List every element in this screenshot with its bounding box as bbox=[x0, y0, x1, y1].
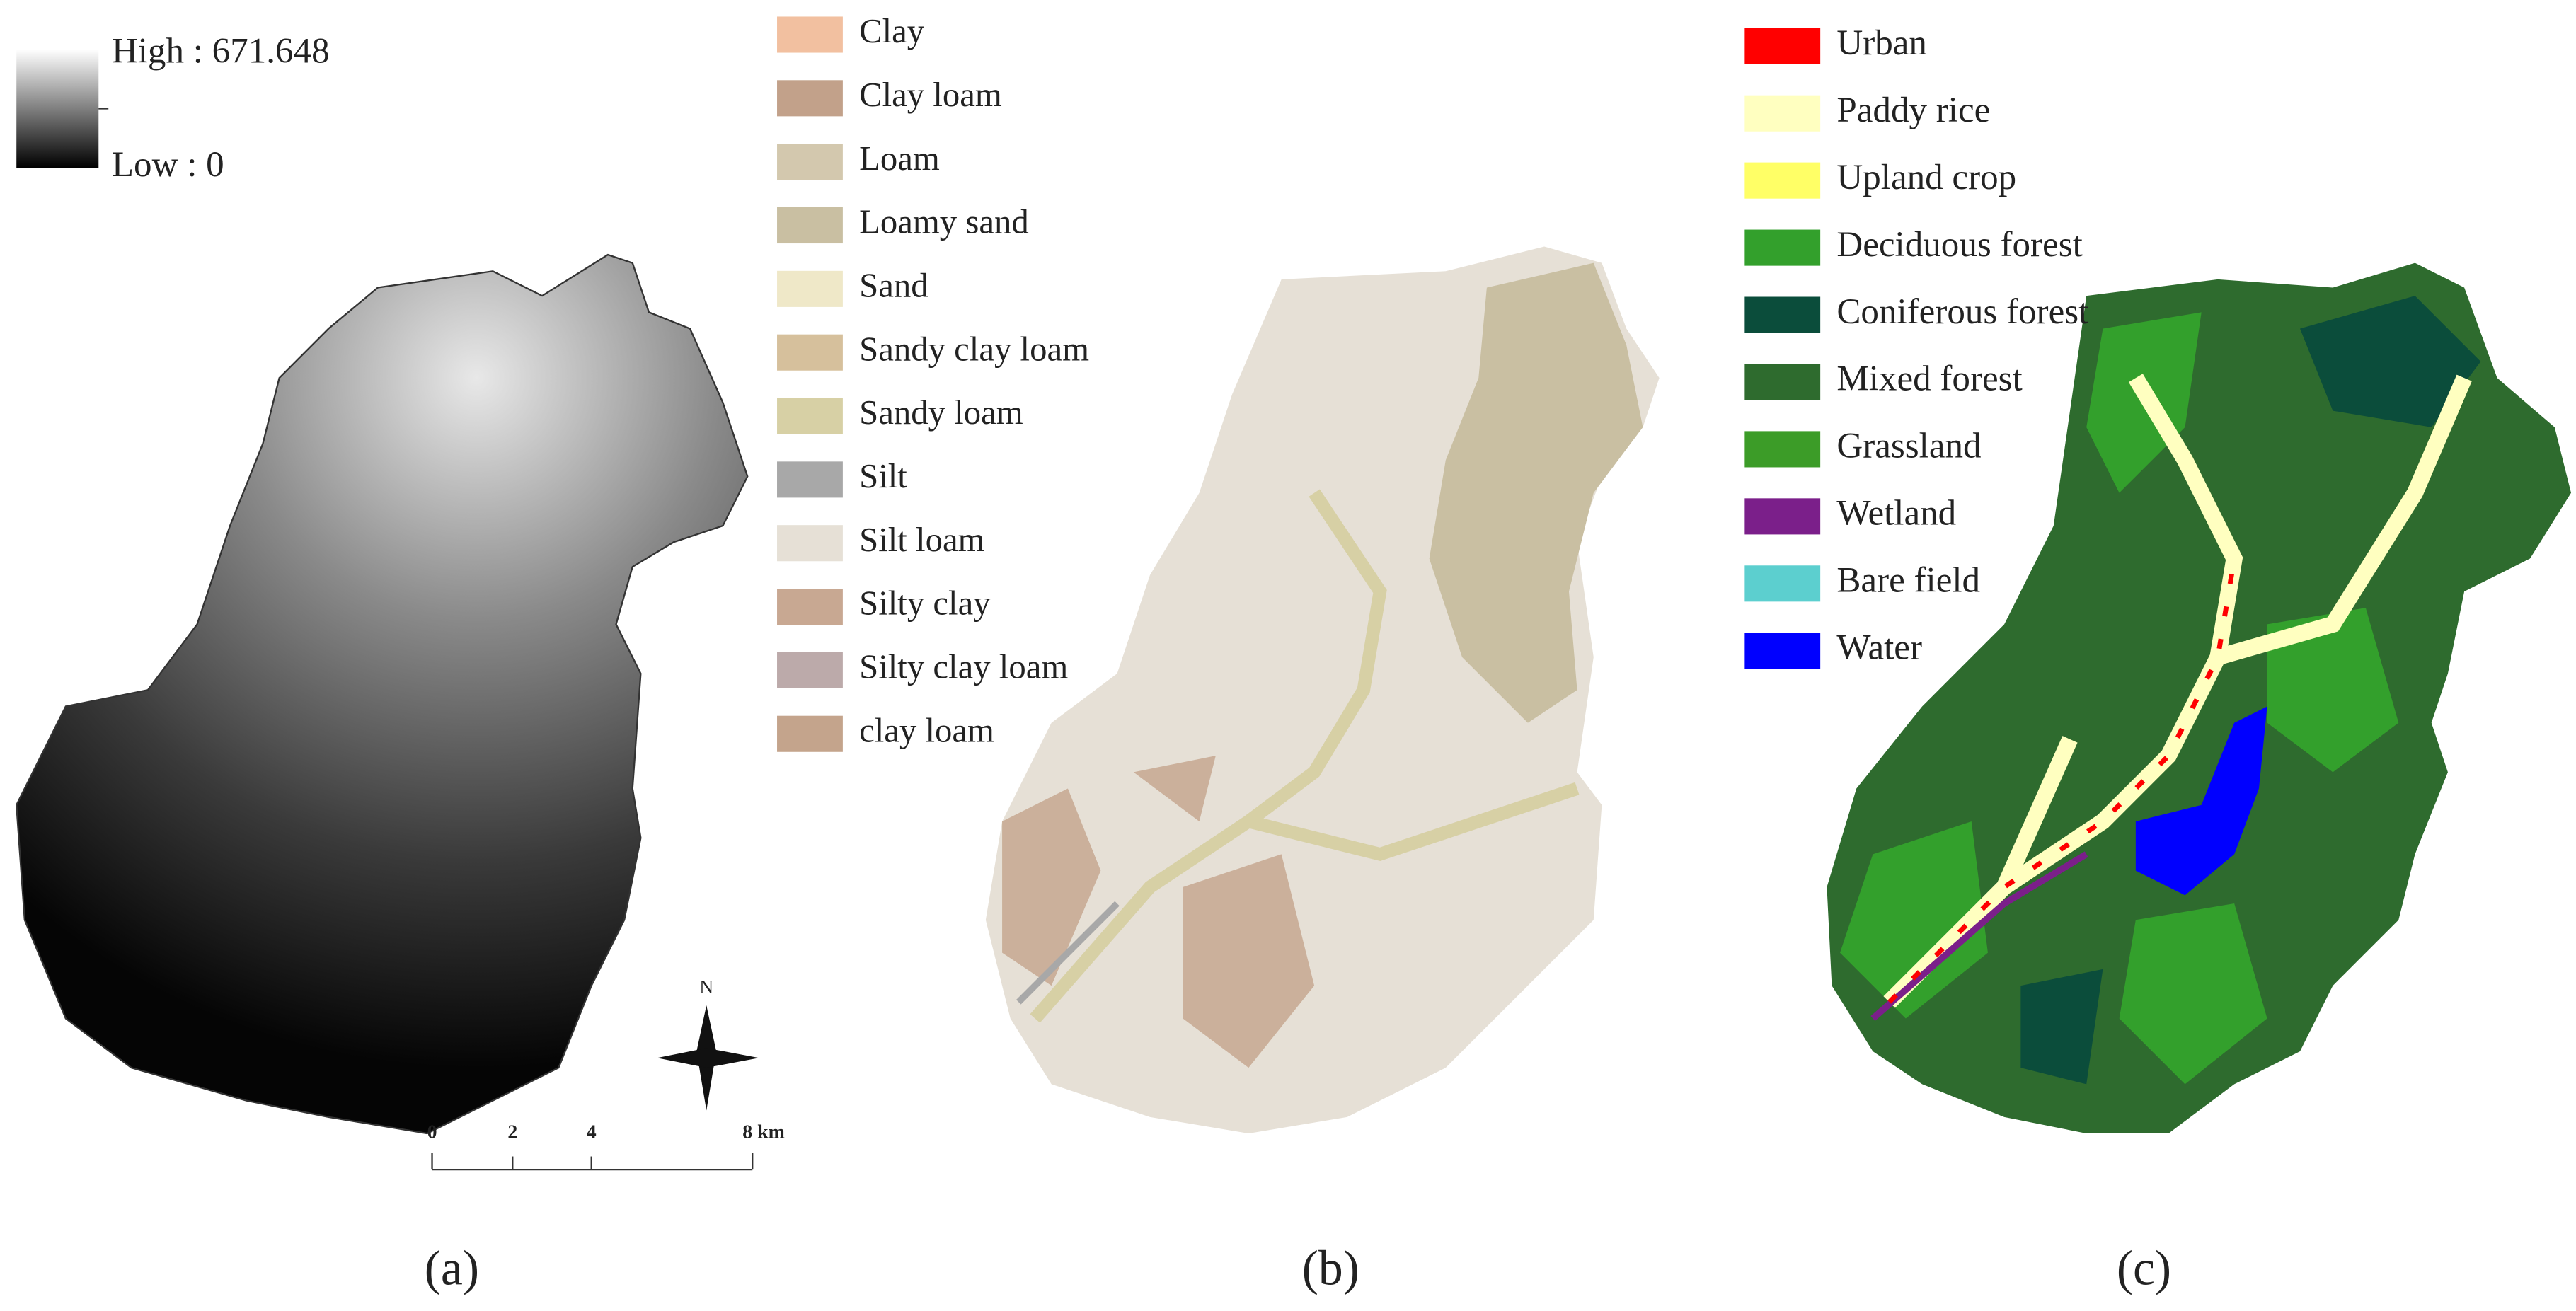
legend-swatch bbox=[1744, 95, 1821, 132]
legend-label: Wetland bbox=[1836, 493, 1956, 533]
north-label: N bbox=[699, 976, 713, 998]
scale-label: 8 km bbox=[742, 1121, 785, 1143]
landuse-map bbox=[1827, 262, 2572, 1134]
legend-swatch bbox=[1744, 28, 1821, 64]
legend-label: Clay loam bbox=[859, 76, 1002, 114]
caption: (b) bbox=[1302, 1241, 1359, 1295]
dem-map bbox=[16, 253, 749, 1135]
legend-label: Urban bbox=[1836, 23, 1927, 63]
legend-label: Silt loam bbox=[859, 521, 984, 559]
scale-bar bbox=[431, 1153, 754, 1171]
legend-swatch bbox=[1744, 431, 1821, 468]
legend-label: Silty clay loam bbox=[859, 648, 1068, 686]
legend-label: Water bbox=[1836, 627, 1922, 667]
legend-label: Deciduous forest bbox=[1836, 224, 2082, 265]
legend-label: Sandy loam bbox=[859, 393, 1023, 432]
legend-swatch bbox=[777, 589, 843, 625]
legend-swatch bbox=[1744, 633, 1821, 669]
legend-label: Upland crop bbox=[1836, 157, 2016, 197]
legend-swatch bbox=[777, 16, 843, 53]
legend-swatch bbox=[777, 525, 843, 562]
legend-label: Sandy clay loam bbox=[859, 330, 1089, 368]
caption: (c) bbox=[2117, 1241, 2171, 1295]
scale-label: 2 bbox=[507, 1121, 517, 1143]
legend-swatch bbox=[777, 144, 843, 180]
legend-swatch bbox=[1744, 296, 1821, 333]
legend-swatch bbox=[1744, 364, 1821, 400]
legend-label: Loam bbox=[859, 139, 940, 178]
legend-swatch bbox=[777, 270, 843, 307]
legend-high: High : 671.648 bbox=[112, 31, 330, 71]
legend-swatch bbox=[777, 334, 843, 371]
landuse-legend: Urban Paddy rice Upland crop Deciduous fore… bbox=[1744, 23, 2088, 669]
legend-low: Low : 0 bbox=[112, 144, 224, 185]
legend-swatch bbox=[1744, 162, 1821, 199]
legend-label: clay loam bbox=[859, 711, 994, 749]
legend-label: Grassland bbox=[1836, 426, 1981, 466]
legend-swatch bbox=[777, 398, 843, 434]
legend-swatch bbox=[777, 652, 843, 688]
legend-label: Loamy sand bbox=[859, 203, 1029, 241]
legend-swatch bbox=[777, 461, 843, 498]
legend-label: Sand bbox=[859, 267, 928, 305]
legend-label: Silty clay bbox=[859, 584, 991, 623]
north-arrow: N bbox=[657, 976, 759, 1111]
legend-swatch bbox=[1744, 498, 1821, 535]
legend-swatch bbox=[777, 207, 843, 244]
legend-label: Mixed forest bbox=[1836, 359, 2022, 399]
legend-swatch bbox=[1744, 229, 1821, 266]
scale-label: 4 bbox=[587, 1121, 597, 1143]
scale-label: 0 bbox=[427, 1121, 437, 1143]
legend-swatch bbox=[1744, 565, 1821, 602]
soil-legend: Clay Clay loam Loam Loamy sand Sand Sandy cla… bbox=[777, 12, 1089, 752]
elevation-ramp bbox=[16, 49, 99, 168]
legend-swatch bbox=[777, 80, 843, 117]
legend-label: Paddy rice bbox=[1836, 90, 1990, 130]
legend-label: Coniferous forest bbox=[1836, 291, 2088, 332]
legend-label: Bare field bbox=[1836, 560, 1980, 601]
soil-map bbox=[985, 246, 1660, 1134]
legend-label: Silt bbox=[859, 457, 907, 495]
caption: (a) bbox=[425, 1241, 479, 1295]
legend-label: Clay bbox=[859, 12, 925, 50]
legend-swatch bbox=[777, 715, 843, 752]
